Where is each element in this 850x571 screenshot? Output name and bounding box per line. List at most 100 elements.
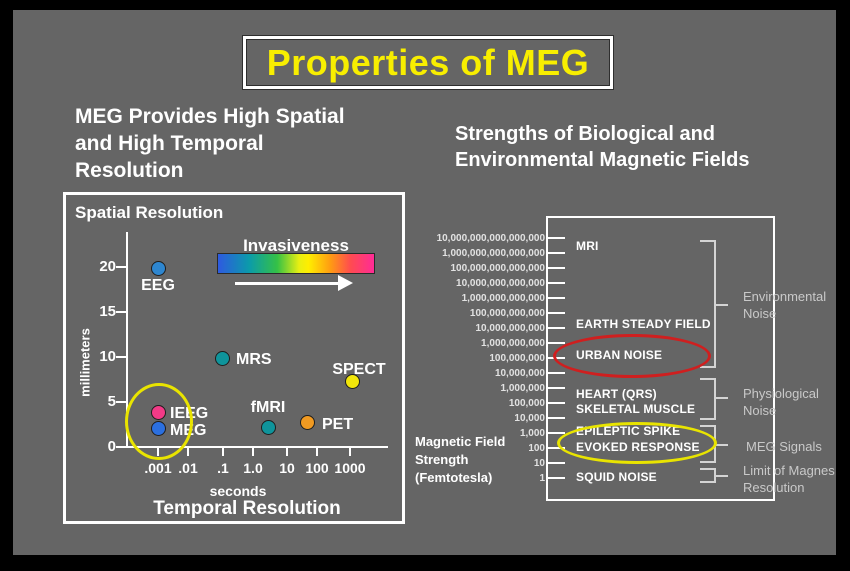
data-point-eeg xyxy=(151,261,166,276)
y-tick-label: 5 xyxy=(107,393,116,410)
left-section-heading: MEG Provides High Spatial and High Tempo… xyxy=(75,105,345,182)
scale-value: 100,000,000,000,000 xyxy=(450,263,545,274)
y-axis-line xyxy=(126,232,128,448)
y-axis-unit-label: millimeters xyxy=(77,328,93,397)
x-axis-line xyxy=(126,446,388,448)
scale-value: 10,000 xyxy=(514,413,545,424)
bracket-connector xyxy=(716,304,728,306)
data-point-mrs xyxy=(215,351,230,366)
scale-tick-mark xyxy=(548,402,565,404)
data-point-pet xyxy=(300,415,315,430)
invasiveness-arrow xyxy=(235,282,339,285)
right-section-heading: Strengths of Biological and Environmenta… xyxy=(455,123,750,171)
urban-noise-highlight-ellipse xyxy=(553,334,711,378)
field-label-mri: MRI xyxy=(576,239,599,253)
meg-signals-highlight-ellipse xyxy=(557,422,717,464)
point-label-mrs: MRS xyxy=(236,351,272,368)
x-tick-label: 100 xyxy=(305,460,329,476)
y-tick-label: 0 xyxy=(107,438,116,455)
magnetic-scale-values: 10,000,000,000,000,000 1,000,000,000,000,… xyxy=(405,231,545,487)
scale-value: 10,000,000,000 xyxy=(475,323,545,334)
y-tick-mark xyxy=(116,356,127,358)
scale-value: 1,000 xyxy=(519,428,545,439)
scale-value: 1,000,000,000 xyxy=(481,338,545,349)
meg-ieeg-highlight-ellipse xyxy=(125,383,193,460)
y-tick-mark xyxy=(116,401,127,403)
scale-value: 1,000,000 xyxy=(500,383,546,394)
scale-value: 10,000,000,000,000 xyxy=(456,278,545,289)
field-label-skeletal-muscle: SKELETAL MUSCLE xyxy=(576,402,696,416)
scale-value: 100,000 xyxy=(508,398,545,409)
data-point-fmri xyxy=(261,420,276,435)
y-tick-label: 20 xyxy=(99,258,116,275)
y-tick-mark xyxy=(116,446,127,448)
x-tick-mark xyxy=(187,448,189,456)
x-tick-label: .001 xyxy=(144,460,172,476)
scale-tick-mark xyxy=(548,462,565,464)
scale-value: 10,000,000,000,000,000 xyxy=(436,233,545,244)
x-tick-label: 1.0 xyxy=(243,460,263,476)
scale-value: 1 xyxy=(539,473,545,484)
field-label-squid-noise: SQUID NOISE xyxy=(576,470,657,484)
field-label-earth-field: EARTH STEADY FIELD xyxy=(576,317,711,331)
y-tick-mark xyxy=(116,266,127,268)
y-tick-label: 15 xyxy=(99,303,116,320)
scale-tick-mark xyxy=(548,282,565,284)
bracket-connector xyxy=(716,444,728,446)
scale-value: 10,000,000 xyxy=(494,368,545,379)
resolution-scatter-plot: Spatial Resolution Invasiveness 20 15 10… xyxy=(63,192,405,524)
x-tick-label: .01 xyxy=(178,460,198,476)
scale-tick-mark xyxy=(548,312,565,314)
scale-ticks xyxy=(548,218,773,499)
x-tick-mark xyxy=(316,448,318,456)
scale-tick-mark xyxy=(548,447,565,449)
x-tick-label: .1 xyxy=(217,460,229,476)
scale-tick-mark xyxy=(548,387,565,389)
x-tick-mark xyxy=(349,448,351,456)
field-label-heart-qrs: HEART (QRS) xyxy=(576,387,657,401)
scale-value: 100,000,000 xyxy=(489,353,545,364)
y-tick-mark xyxy=(116,311,127,313)
bracket-physiological-noise xyxy=(700,378,716,420)
x-tick-mark xyxy=(252,448,254,456)
y-tick-label: 10 xyxy=(99,348,116,365)
x-axis-title: Temporal Resolution xyxy=(153,498,341,519)
group-label-magnes-limit: Limit of Magnes Resolution xyxy=(743,463,835,495)
bracket-magnes-limit xyxy=(700,468,716,483)
bracket-connector xyxy=(716,475,728,477)
scale-value: 1,000,000,000,000 xyxy=(461,293,545,304)
point-label-fmri: fMRI xyxy=(250,399,286,416)
scale-tick-mark xyxy=(548,327,565,329)
scale-value: 100 xyxy=(528,443,545,454)
point-label-pet: PET xyxy=(322,416,354,433)
group-label-physiological-noise: Physiological Noise xyxy=(743,386,819,418)
x-tick-mark xyxy=(222,448,224,456)
invasiveness-arrow-head-icon xyxy=(338,275,353,291)
scale-tick-mark xyxy=(548,297,565,299)
slide-background xyxy=(13,10,836,555)
scale-tick-mark xyxy=(548,252,565,254)
scale-value: 100,000,000,000 xyxy=(469,308,545,319)
title-box: Properties of MEG xyxy=(243,36,613,89)
scale-tick-mark xyxy=(548,342,565,344)
scale-tick-mark xyxy=(548,432,565,434)
point-label-spect: SPECT xyxy=(332,361,386,378)
scale-tick-mark xyxy=(548,417,565,419)
scale-tick-mark xyxy=(548,477,565,479)
y-axis-title: Spatial Resolution xyxy=(75,203,224,222)
bracket-environmental-noise xyxy=(700,240,716,368)
x-tick-label: 10 xyxy=(279,460,295,476)
invasiveness-gradient-bar xyxy=(217,253,375,274)
x-tick-mark xyxy=(286,448,288,456)
point-label-eeg: EEG xyxy=(141,277,175,294)
page-title: Properties of MEG xyxy=(266,41,590,83)
invasiveness-legend-label: Invasiveness xyxy=(243,236,349,255)
scale-tick-mark xyxy=(548,372,565,374)
x-axis-unit-label: seconds xyxy=(209,483,267,499)
scale-tick-mark xyxy=(548,267,565,269)
data-point-spect xyxy=(345,374,360,389)
group-label-environmental-noise: Environmental Noise xyxy=(743,289,827,321)
scale-value: 1,000,000,000,000,000 xyxy=(442,248,545,259)
group-label-meg-signals: MEG Signals xyxy=(746,439,822,454)
